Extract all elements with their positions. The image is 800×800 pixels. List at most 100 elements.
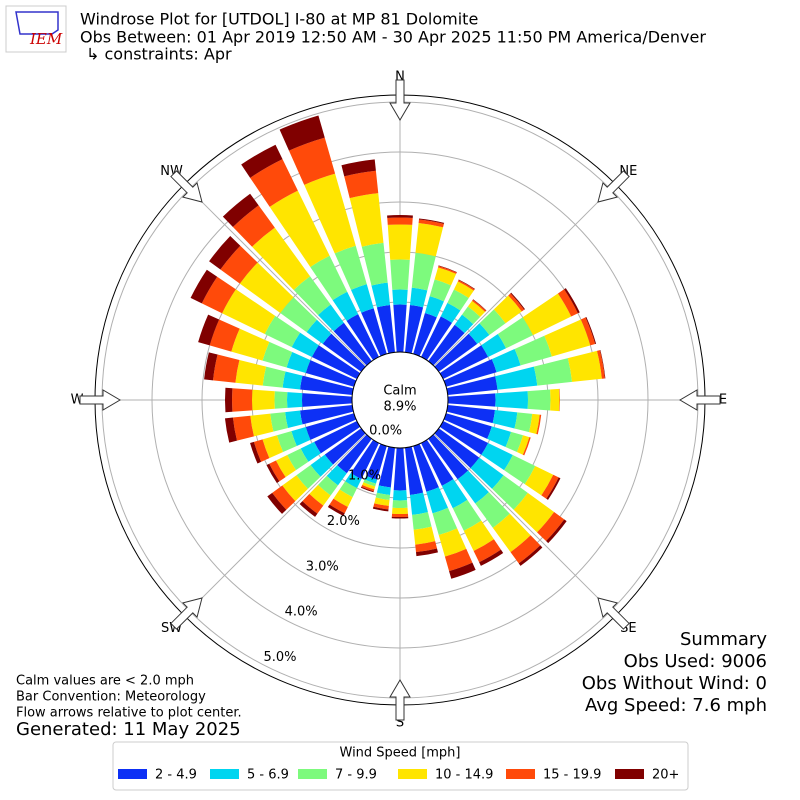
bar-segment [497,317,534,349]
bar-segment [393,304,407,353]
summary: Summary [680,629,767,650]
bar-segment [350,284,374,313]
bar-segment [440,302,461,323]
bar-segment [439,421,489,455]
bar-segment [453,281,474,299]
bar-segment [412,512,432,530]
bar-segment [585,317,597,345]
bar-segment [418,218,445,224]
legend-swatch [298,769,327,779]
note: Flow arrows relative to plot center. [16,706,242,721]
bar-segment [198,314,220,346]
legend-swatch [398,769,427,779]
bar-segment [262,366,286,388]
bar-segment [224,417,237,443]
bar-segment [493,295,522,324]
bar-segment [239,262,294,314]
note: Calm values are < 2.0 mph [16,674,194,689]
bar-segment [421,316,453,361]
bar-segment [250,441,262,464]
bar-segment [209,236,241,270]
bar-segment [363,479,377,487]
arrow-shape [79,389,121,411]
bar-segment [286,352,311,373]
bar-segment [305,413,357,440]
bar-segment [376,305,395,354]
bar-segment [446,376,498,395]
bar-segment [392,507,408,514]
bar-segment [492,475,528,510]
r-tick-label: 1.0% [348,469,381,484]
bar-segment [518,545,543,566]
bar-segment [299,501,318,517]
bar-segment [344,170,379,199]
bar-segment [513,492,555,533]
bar-segment [318,475,338,496]
bar-segment [470,457,504,489]
bar-segment [514,412,533,433]
arrow-shape [170,597,203,630]
legend-box [112,741,689,791]
bar-segment [472,299,487,311]
flow-arrow [597,597,630,630]
bar-segment [527,389,551,411]
bar-segment [345,472,362,489]
bar-segment [272,485,296,510]
legend-label: 2 - 4.9 [155,768,197,783]
bar-segment [339,481,358,498]
bar-segment [318,304,344,332]
bar-segment [250,413,274,437]
bar-segment [220,245,258,284]
bar-segment [421,439,454,486]
bar-segment [270,412,288,432]
bar-segment [529,413,540,434]
bar-segment [544,319,591,357]
grid-ring [151,151,649,649]
bar-segment [333,322,372,366]
bar-segment [411,252,436,291]
bar-segment [438,265,457,273]
subtitle: Obs Between: 01 Apr 2019 12:50 AM - 30 A… [80,28,706,47]
bar-segment [491,348,521,373]
bar-segment [458,279,475,290]
bar-segment [374,497,390,506]
arrow-shape [389,79,411,121]
r-tick-label: 5.0% [263,650,296,665]
flow-arrow [597,170,630,203]
bar-segment [361,308,387,357]
bar-segment [392,289,408,305]
bar-segment [409,287,428,308]
bar-segment [467,300,486,317]
bar-segment [376,485,391,495]
bar-segment [373,503,389,510]
bar-segment [334,245,367,290]
bar-segment [361,484,375,492]
title: Windrose Plot for [UTDOL] I-80 at MP 81 … [80,10,478,29]
flow-arrow [389,79,411,121]
arrow-shape [389,679,411,721]
bar-segment [300,375,354,395]
legend-swatch [210,769,239,779]
bar-segment [204,352,218,381]
bar-segment [522,293,572,336]
bar-segment [231,388,253,412]
arrow-shape [679,389,721,411]
bar-segment [434,267,457,286]
constraints: ↳ constraints: Apr [86,45,232,64]
bar-segment [505,431,524,453]
bar-segment [269,460,286,482]
bar-segment [231,328,270,361]
bar-segment [391,513,409,517]
flow-arrow [389,679,411,721]
bar-segment [432,507,458,536]
bar-segment [333,489,353,507]
bar-segment [428,434,469,480]
bar-segment [282,475,308,502]
bar-segment [387,215,413,218]
bar-segment [360,486,374,493]
bar-segment [452,499,482,531]
bar-segment [428,324,465,366]
bar-segment [443,413,492,439]
bar-segment [300,405,354,425]
